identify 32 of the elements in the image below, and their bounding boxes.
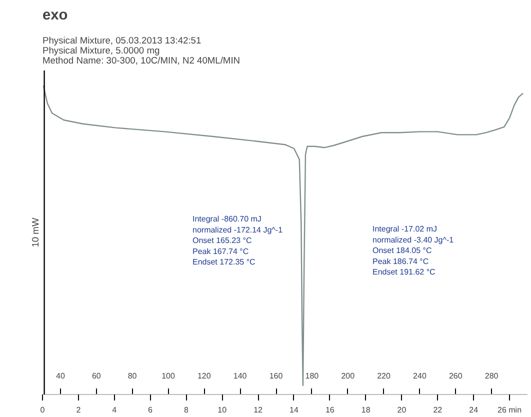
annotation: Integral -860.70 mJ normalized -172.14 Jg^-1 Onset 165.23 °C Peak 167.74 °C Endset 172.35 °C: [192, 214, 284, 267]
x2-tick-label: 18: [361, 406, 371, 414]
x-tick-label: 120: [197, 372, 212, 380]
x-tick-label: 100: [162, 372, 176, 380]
x2-tick-label: 24: [469, 406, 479, 414]
x2-tick-label: 8: [184, 406, 189, 414]
annotation: Integral -17.02 mJ normalized -3.40 Jg^-1 Onset 184.05 °C Peak 186.74 °C Endset 191.62 °C: [372, 224, 454, 277]
x2-tick-label: 12: [254, 406, 264, 414]
x-tick-label: 80: [128, 372, 138, 380]
chart-subtitle: Physical Mixture, 05.03.2013 13:42:51 Physical Mixture, 5.0000 mg Method Name: 30-300, 10C/MIN, N2 40ML/MIN: [42, 36, 240, 66]
x2-tick-label: 26 min: [498, 406, 522, 414]
x-tick-label: 260: [448, 372, 463, 380]
x2-tick-label: 6: [148, 406, 154, 414]
x2-tick-label: 14: [290, 406, 299, 414]
x-tick-label: 240: [413, 372, 427, 380]
x2-tick-label: 20: [397, 406, 407, 414]
x2-tick-label: 22: [433, 406, 443, 414]
x2-tick-label: 2: [76, 406, 82, 414]
x-tick-label: 200: [341, 372, 356, 380]
chart-title: exo: [42, 8, 68, 24]
x-tick-label: 40: [56, 372, 66, 380]
x2-tick-label: 16: [325, 406, 335, 414]
x2-tick-label: 4: [112, 406, 118, 414]
x-tick-label: 140: [233, 372, 248, 380]
x2-tick-label: 0: [40, 406, 46, 414]
x-tick-label: 60: [92, 372, 102, 380]
x-tick-label: 180: [305, 372, 320, 380]
x-tick-label: 160: [269, 372, 284, 380]
x-tick-label: 280: [484, 372, 499, 380]
x2-tick-label: 10: [218, 406, 228, 414]
x-tick-label: 220: [377, 372, 392, 380]
y-axis-title: 10 mW: [30, 218, 40, 248]
